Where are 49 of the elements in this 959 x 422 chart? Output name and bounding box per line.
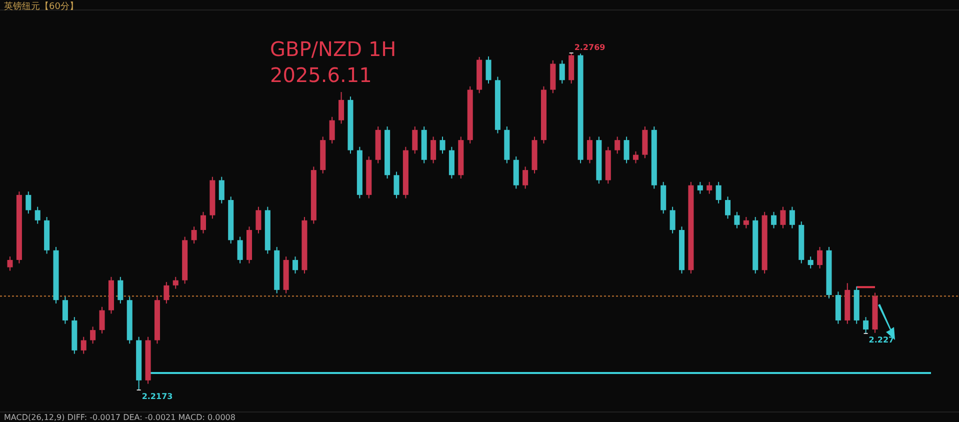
- candlestick: [118, 276, 124, 304]
- annotation: 2025.6.11: [270, 63, 372, 87]
- candlestick: [164, 282, 170, 304]
- candlestick: [338, 92, 344, 124]
- annotation: GBP/NZD 1H: [270, 37, 396, 61]
- candlestick: [200, 211, 206, 234]
- text: 2.2769: [574, 43, 606, 52]
- candlestick: [80, 336, 86, 354]
- candlestick: [412, 126, 418, 154]
- annotation: 2.227: [868, 335, 894, 344]
- candlestick: [90, 326, 96, 344]
- candlestick: [771, 211, 777, 229]
- candlestick: [440, 136, 446, 154]
- candlestick: [614, 136, 620, 154]
- candlestick: [706, 181, 712, 194]
- candlestick: [780, 206, 786, 229]
- text: 2.2173: [142, 392, 173, 401]
- candlestick: [218, 176, 224, 204]
- candlestick: [670, 206, 676, 234]
- candlestick: [292, 256, 298, 274]
- candlestick: [586, 136, 592, 164]
- candlestick: [172, 276, 178, 290]
- candlestick: [256, 206, 262, 234]
- candlestick: [697, 181, 703, 194]
- candlestick: [863, 316, 869, 334]
- candlestick: [329, 116, 335, 144]
- chart-title: 英镑纽元【60分】: [4, 1, 78, 12]
- candlestick: [237, 236, 243, 264]
- candlestick: [624, 136, 630, 164]
- candlestick: [26, 191, 32, 214]
- candlestick: [34, 206, 40, 224]
- candlestick: [62, 296, 68, 324]
- candlestick: [725, 196, 731, 220]
- candlestick: [789, 206, 795, 229]
- candlestick: [743, 216, 749, 229]
- candlestick: [817, 246, 823, 269]
- text: MACD(26,12,9) DIFF: -0.0017 DEA: -0.0021 MACD: 0.0008: [4, 413, 236, 422]
- candlestick: [430, 136, 436, 164]
- candlestick: [394, 171, 400, 199]
- candlestick: [716, 181, 722, 204]
- candlestick: [808, 256, 814, 269]
- candlestick: [486, 56, 492, 84]
- candlestick: [734, 211, 740, 229]
- candlestick: [632, 150, 639, 164]
- candlestick: [99, 306, 105, 334]
- candlestick: [191, 226, 197, 244]
- candlestick: [7, 256, 13, 272]
- candlestick: [559, 60, 565, 84]
- candlestick: [522, 166, 528, 190]
